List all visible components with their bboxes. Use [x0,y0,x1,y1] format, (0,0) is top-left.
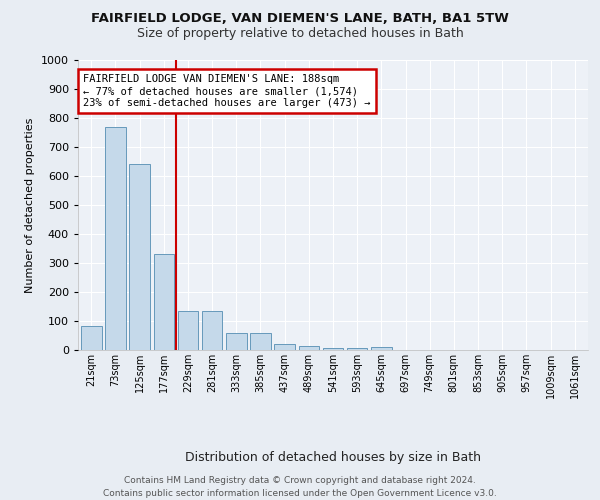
Bar [105,126,126,350]
Bar [347,348,367,350]
Bar [226,332,247,350]
Bar [130,164,150,350]
Y-axis label: Number of detached properties: Number of detached properties [25,118,35,292]
Text: FAIRFIELD LODGE VAN DIEMEN'S LANE: 188sqm
← 77% of detached houses are smaller (: FAIRFIELD LODGE VAN DIEMEN'S LANE: 188sq… [83,74,371,108]
Text: Size of property relative to detached houses in Bath: Size of property relative to detached ho… [137,28,463,40]
Bar [299,346,319,350]
Bar [274,344,295,350]
Text: Contains HM Land Registry data © Crown copyright and database right 2024.
Contai: Contains HM Land Registry data © Crown c… [103,476,497,498]
Bar [202,311,223,350]
Text: Distribution of detached houses by size in Bath: Distribution of detached houses by size … [185,451,481,464]
Bar [250,332,271,350]
Bar [323,348,343,350]
Bar [81,326,101,350]
Bar [154,254,174,350]
Bar [371,346,392,350]
Bar [178,311,198,350]
Text: FAIRFIELD LODGE, VAN DIEMEN'S LANE, BATH, BA1 5TW: FAIRFIELD LODGE, VAN DIEMEN'S LANE, BATH… [91,12,509,26]
